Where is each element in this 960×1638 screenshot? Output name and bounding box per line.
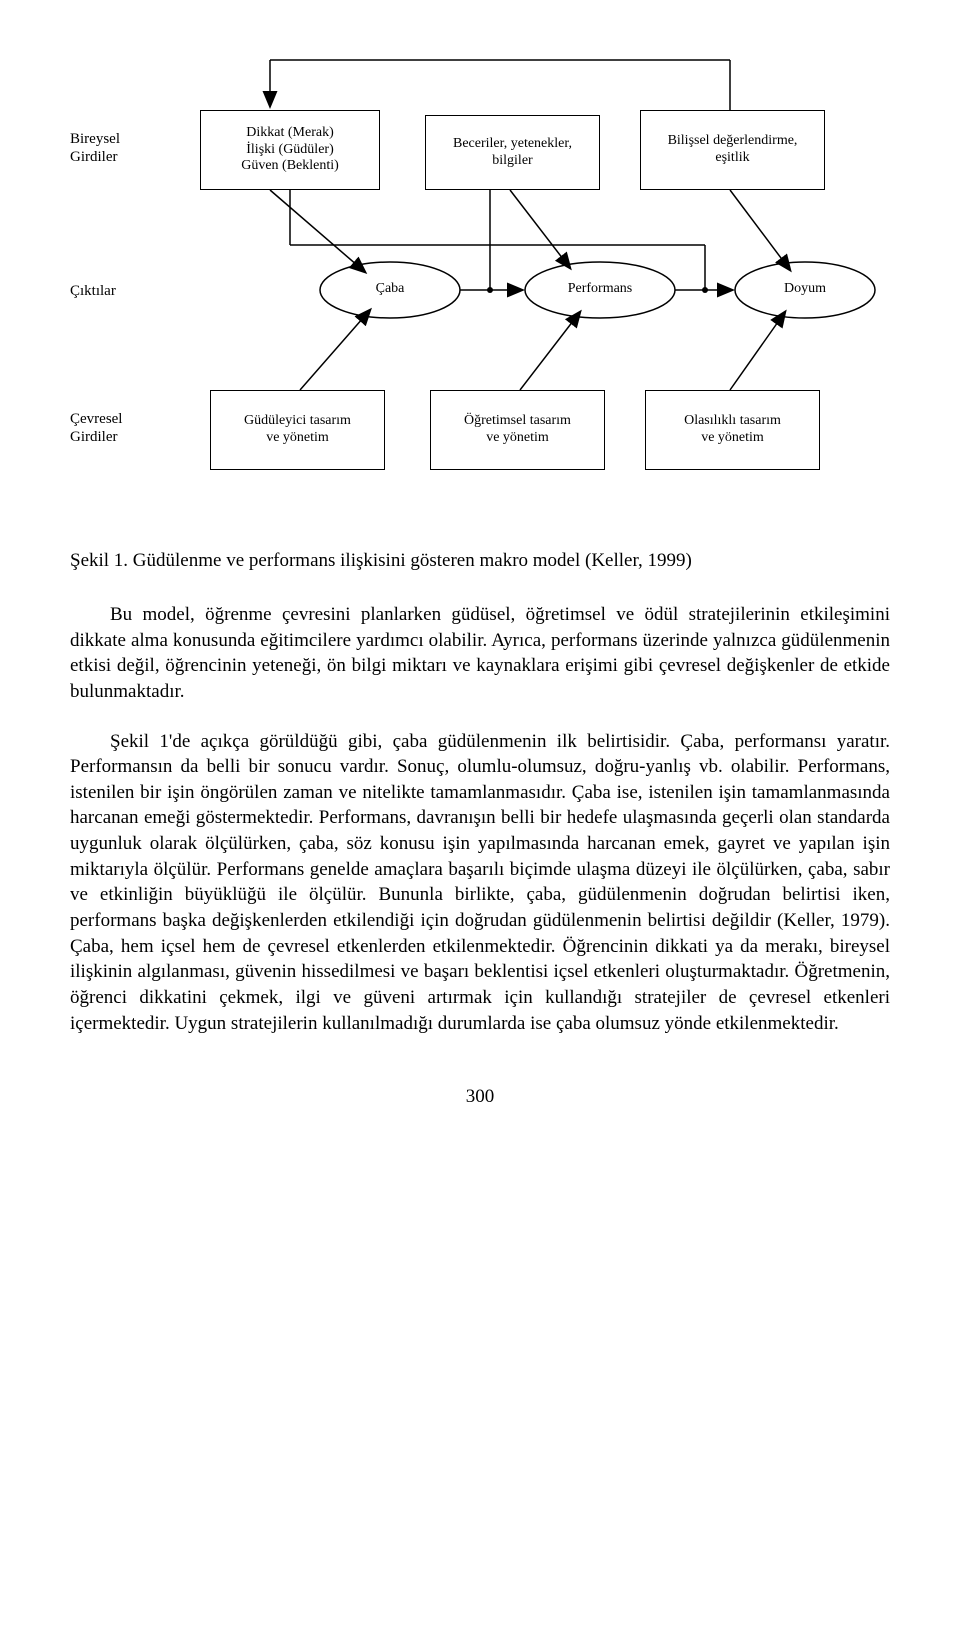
page-number: 300 [70,1086,890,1108]
box-top-3: Bilişsel değerlendirme, eşitlik [640,110,825,190]
figure-caption: Şekil 1. Güdülenme ve performans ilişkis… [70,550,890,572]
diagram-container: Bireysel Girdiler Çıktılar Çevresel Gird… [70,30,890,530]
box-bot-1: Güdüleyici tasarım ve yönetim [210,390,385,470]
box-bot-3: Olasılıklı tasarım ve yönetim [645,390,820,470]
paragraph-1: Bu model, öğrenme çevresini planlarken g… [70,602,890,705]
row-label-cevresel: Çevresel Girdiler [70,410,122,446]
box-bot-2: Öğretimsel tasarım ve yönetim [430,390,605,470]
page: Bireysel Girdiler Çıktılar Çevresel Gird… [0,0,960,1138]
paragraph-2: Şekil 1'de açıkça görüldüğü gibi, çaba g… [70,729,890,1037]
row-label-bireysel: Bireysel Girdiler [70,130,120,166]
row-label-ciktilar: Çıktılar [70,282,116,300]
box-top-2: Beceriler, yetenekler, bilgiler [425,115,600,190]
box-top-1: Dikkat (Merak) İlişki (Güdüler) Güven (B… [200,110,380,190]
